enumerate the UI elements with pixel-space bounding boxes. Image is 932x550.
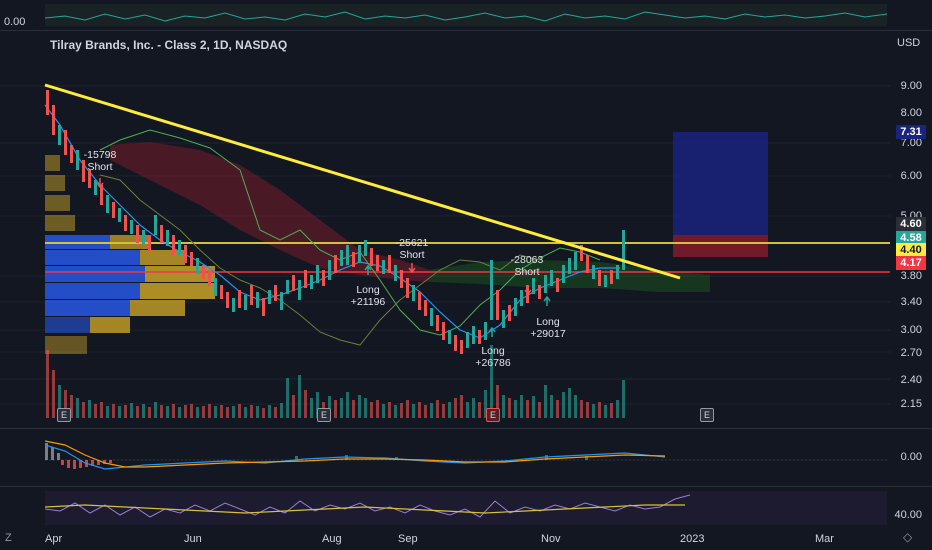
last-price-tag: 4.58: [896, 231, 926, 245]
macd-axis-label: 0.00: [900, 451, 922, 463]
trade-annotation-short-3: -28063 Short: [510, 254, 544, 278]
price-axis-label: 3.80: [900, 270, 922, 282]
time-axis-label: Jun: [184, 533, 202, 545]
rsi-plot: [45, 491, 887, 525]
currency-label: USD: [897, 37, 921, 49]
price-axis-label: 2.40: [900, 374, 922, 386]
resistance-price-tag: 4.40: [896, 243, 926, 257]
descending-trendline[interactable]: [44, 83, 681, 280]
timezone-icon[interactable]: Z: [5, 532, 12, 544]
trade-arrows: [96, 178, 551, 337]
price-axis-label: 3.00: [900, 324, 922, 336]
ichimoku-cloud-red: [110, 142, 430, 282]
price-axis-label: 9.00: [900, 80, 922, 92]
main-price-chart[interactable]: [0, 30, 890, 428]
price-axis-label: 2.70: [900, 347, 922, 359]
price-axis-label: 6.00: [900, 170, 922, 182]
lagging-span: [99, 174, 541, 346]
trade-annotation-long-3: Long +26786: [475, 345, 511, 369]
volume-bars: [46, 345, 625, 418]
macd-pane[interactable]: 0.00: [0, 428, 932, 487]
trade-annotation-short-2: -25621 Short: [395, 237, 429, 261]
trade-annotation-long-1: Long +21196: [350, 284, 386, 308]
macd-plot: [45, 440, 887, 470]
target-price-tag: 7.31: [896, 125, 926, 139]
target-zone: [673, 132, 768, 235]
time-axis-label: Aug: [322, 533, 342, 545]
chart-title: Tilray Brands, Inc. - Class 2, 1D, NASDA…: [50, 38, 288, 52]
top-indicator-pane: 0.00: [0, 0, 932, 31]
stop-price-tag: 4.17: [896, 256, 926, 270]
settings-icon[interactable]: ◇: [903, 530, 913, 544]
trade-annotation-long-2: Long +29017: [530, 316, 566, 340]
time-axis-label: Apr: [45, 533, 63, 545]
top-pane-value: 0.00: [4, 16, 26, 28]
top-indicator-plot: [45, 4, 887, 26]
rsi-axis-label: 40.00: [894, 509, 922, 521]
price-axis-label: 3.40: [900, 296, 922, 308]
earnings-marker[interactable]: E: [486, 408, 500, 422]
earnings-marker[interactable]: E: [317, 408, 331, 422]
earnings-marker[interactable]: E: [700, 408, 714, 422]
price-axis-label: 2.15: [900, 398, 922, 410]
high-price-tag: 4.60: [896, 217, 926, 231]
stop-zone: [673, 235, 768, 257]
time-axis-label: Sep: [398, 533, 418, 545]
time-axis-label: Nov: [541, 533, 561, 545]
candles: [46, 90, 625, 354]
earnings-marker[interactable]: E: [57, 408, 71, 422]
trade-annotation-short-1: -15798 Short: [83, 149, 117, 173]
price-axis-label: 7.00: [900, 137, 922, 149]
rsi-pane[interactable]: 40.00: [0, 486, 932, 529]
time-axis-label: 2023: [680, 533, 705, 545]
time-axis-label: Mar: [815, 533, 834, 545]
price-axis-label: 8.00: [900, 107, 922, 119]
